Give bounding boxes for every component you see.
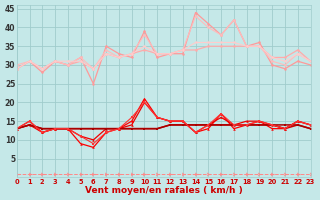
X-axis label: Vent moyen/en rafales ( km/h ): Vent moyen/en rafales ( km/h ) <box>85 186 243 195</box>
